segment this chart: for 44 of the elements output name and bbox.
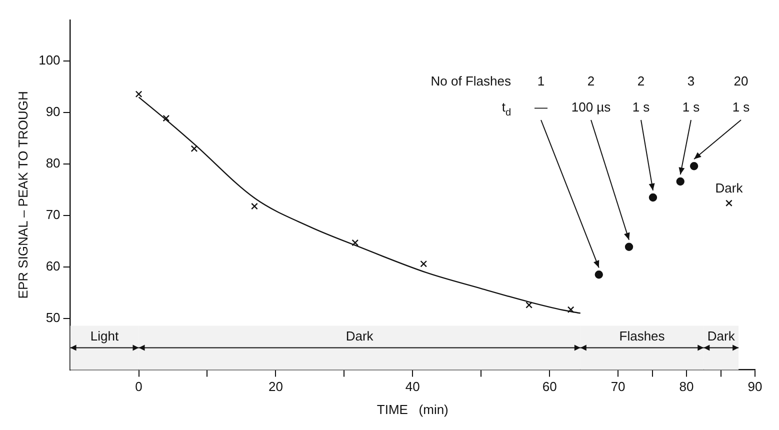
x-axis-title: TIME (min) (376, 402, 448, 417)
point (676, 177, 684, 186)
x-tick-label: 20 (268, 379, 283, 394)
annotation: 1 s (682, 100, 700, 115)
band-label: Dark (346, 328, 374, 344)
annotation: 1 s (732, 100, 750, 115)
x-tick-label: 70 (610, 379, 626, 394)
y-tick-label: 90 (46, 104, 60, 120)
annotation: 20 (734, 74, 748, 89)
point (526, 302, 532, 308)
point (690, 162, 698, 170)
y-tick-label: 70 (46, 207, 60, 222)
annotation: 1 s (632, 100, 650, 115)
y-tick-label: 60 (46, 258, 60, 274)
point (624, 242, 634, 251)
point (726, 200, 732, 207)
point (648, 193, 658, 202)
band-label: Flashes (619, 328, 666, 344)
point (420, 260, 428, 268)
annotation: 1 (537, 74, 545, 89)
point (190, 145, 198, 152)
y-tick-label: 80 (46, 156, 60, 171)
x-tick-label: 80 (679, 379, 694, 394)
x-tick-label: 40 (405, 379, 420, 394)
annotation: Dark (715, 180, 744, 196)
point (251, 202, 258, 210)
x-tick-label: 60 (542, 379, 557, 394)
annotation: 2 (637, 74, 645, 89)
point (567, 306, 574, 314)
annotation: 2 (587, 74, 595, 89)
point (594, 270, 603, 279)
annotation: 100 µs (571, 100, 612, 115)
point (162, 114, 170, 122)
annotation: No of Flashes (430, 74, 512, 89)
y-axis-title: EPR SIGNAL – PEAK TO TROUGH (15, 91, 30, 299)
band-label: Dark (707, 328, 736, 344)
annotation: 3 (687, 74, 695, 89)
y-tick-label: 100 (38, 52, 60, 68)
band-label: Light (90, 328, 120, 344)
x-tick-label: 0 (135, 379, 142, 394)
annotation: — (534, 100, 548, 115)
x-tick-label: 90 (748, 379, 762, 394)
y-tick-label: 50 (46, 310, 60, 325)
point (352, 239, 359, 246)
